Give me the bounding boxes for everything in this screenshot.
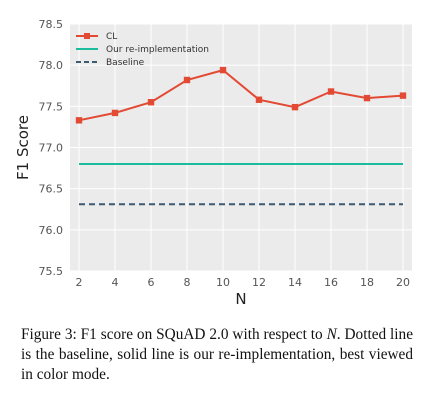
y-tick-label: 76.0 xyxy=(39,224,64,237)
legend-marker-cl xyxy=(84,33,90,39)
y-tick-label: 75.5 xyxy=(39,265,64,278)
caption-prefix: Figure 3: F1 score on SQuAD 2.0 with res… xyxy=(21,326,327,343)
y-tick-label: 76.5 xyxy=(39,183,64,196)
data-point-cl xyxy=(112,110,118,116)
data-point-cl xyxy=(220,67,226,73)
x-tick-label: 2 xyxy=(76,276,83,289)
x-tick-label: 14 xyxy=(288,276,302,289)
caption-n-symbol: N xyxy=(327,326,337,343)
legend-label-cl: CL xyxy=(106,32,117,42)
x-tick-label: 20 xyxy=(396,276,410,289)
data-point-cl xyxy=(148,99,154,105)
data-point-cl xyxy=(364,95,370,101)
x-tick-label: 8 xyxy=(184,276,191,289)
x-tick-label: 6 xyxy=(148,276,155,289)
x-tick-label: 16 xyxy=(324,276,338,289)
data-point-cl xyxy=(76,117,82,123)
data-point-cl xyxy=(400,92,406,98)
data-point-cl xyxy=(184,77,190,83)
y-tick-label: 78.5 xyxy=(39,18,64,31)
data-point-cl xyxy=(256,97,262,103)
legend-label-baseline: Baseline xyxy=(106,58,145,68)
x-axis-ticks: 2 4 6 8 10 12 14 16 18 20 xyxy=(76,276,411,289)
x-axis-label: N xyxy=(235,290,246,308)
x-tick-label: 18 xyxy=(360,276,374,289)
data-point-cl xyxy=(292,104,298,110)
y-tick-label: 77.5 xyxy=(39,100,64,113)
y-tick-label: 78.0 xyxy=(39,59,64,72)
x-tick-label: 10 xyxy=(216,276,230,289)
y-axis-ticks: 75.5 76.0 76.5 77.0 77.5 78.0 78.5 xyxy=(39,18,64,278)
data-point-cl xyxy=(328,88,334,94)
x-tick-label: 12 xyxy=(252,276,266,289)
legend-label-our-re-implementation: Our re-implementation xyxy=(106,45,209,55)
y-tick-label: 77.0 xyxy=(39,142,64,155)
f1-score-line-chart: 75.5 76.0 76.5 77.0 77.5 78.0 78.5 2 4 6 8 10 12 14 1… xyxy=(0,0,434,315)
y-axis-label: F1 Score xyxy=(14,115,32,180)
figure-caption: Figure 3: F1 score on SQuAD 2.0 with res… xyxy=(21,325,413,385)
x-tick-label: 4 xyxy=(112,276,119,289)
